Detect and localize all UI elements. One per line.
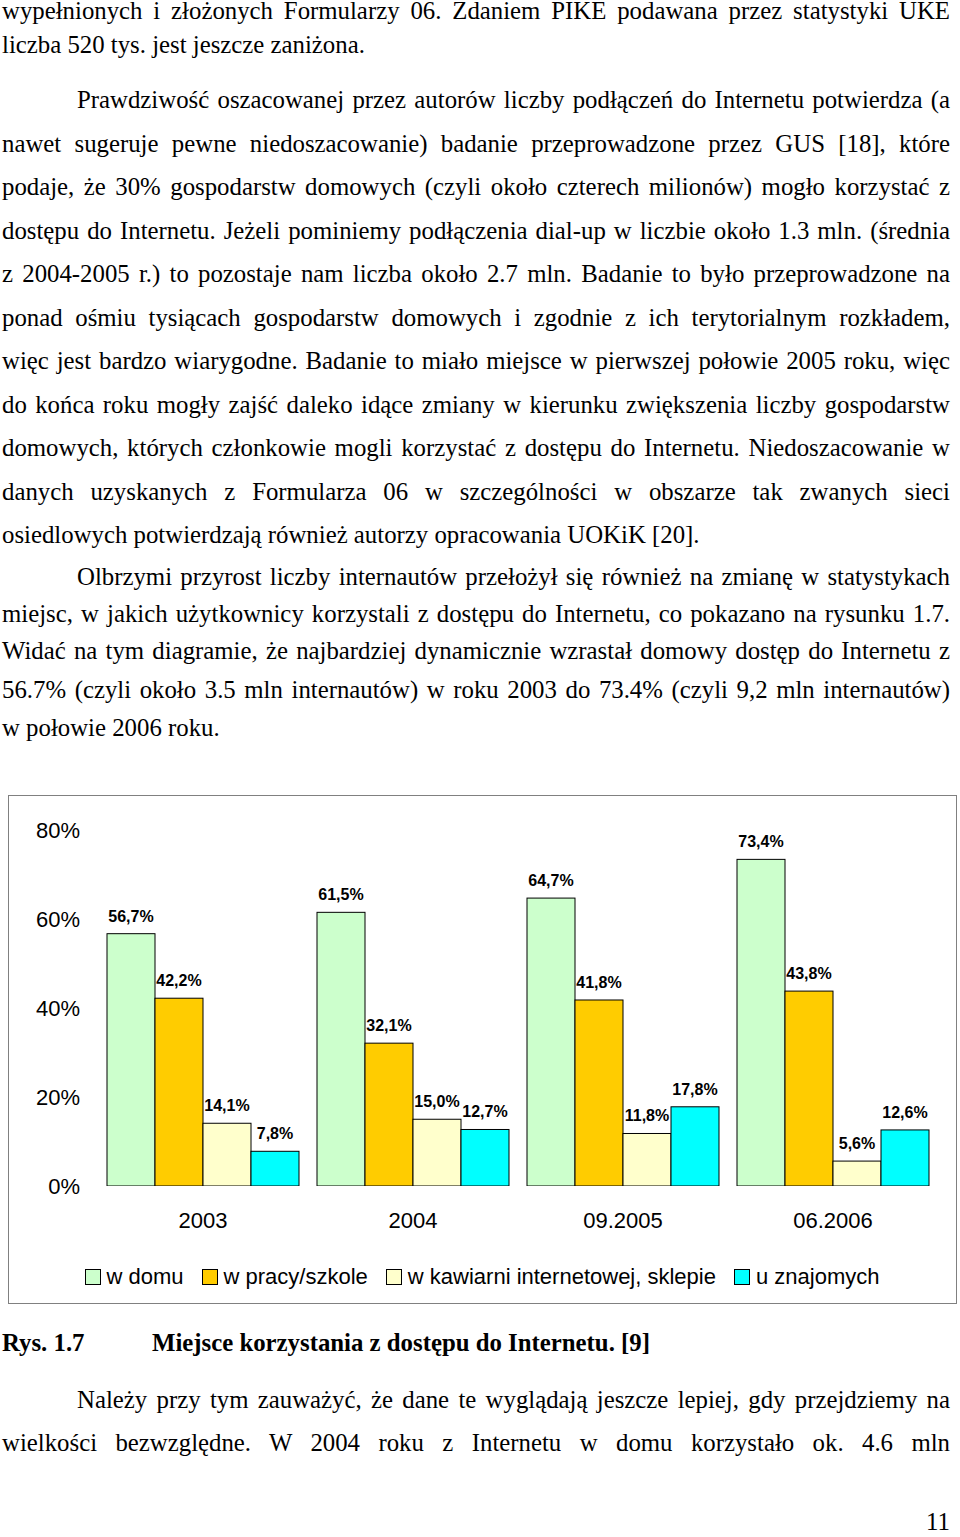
bar <box>365 1043 413 1186</box>
y-tick-label: 20% <box>36 1085 80 1110</box>
legend-swatch <box>386 1269 402 1285</box>
bar <box>737 859 785 1186</box>
legend-label: w pracy/szkole <box>224 1264 368 1290</box>
bar <box>155 998 203 1186</box>
bar <box>881 1130 929 1186</box>
data-label: 32,1% <box>366 1017 411 1034</box>
data-label: 64,7% <box>528 872 573 889</box>
x-tick-label: 09.2005 <box>583 1208 663 1233</box>
bar <box>785 991 833 1186</box>
legend: w domu w pracy/szkole w kawiarni interneto… <box>8 1265 956 1289</box>
x-tick-label: 06.2006 <box>793 1208 873 1233</box>
bar <box>833 1161 881 1186</box>
text-line: 56.7% (czyli około 3.5 mln internautów) … <box>2 675 950 705</box>
legend-item: w domu <box>85 1264 184 1290</box>
legend-swatch <box>734 1269 750 1285</box>
legend-swatch <box>202 1269 218 1285</box>
bar <box>527 898 575 1186</box>
legend-item: u znajomych <box>734 1264 880 1290</box>
x-tick-label: 2003 <box>179 1208 228 1233</box>
data-label: 7,8% <box>257 1125 293 1142</box>
data-label: 73,4% <box>738 833 783 850</box>
bar <box>251 1151 299 1186</box>
bars <box>107 859 929 1186</box>
bar <box>461 1129 509 1186</box>
caption-label: Rys. 1.7 <box>2 1328 142 1358</box>
data-label: 42,2% <box>156 972 201 989</box>
legend-swatch <box>85 1269 101 1285</box>
text-line: Olbrzymi przyrost liczby internautów prz… <box>77 562 950 592</box>
text-line: dostępu do Internetu. Jeżeli pominiemy p… <box>2 216 950 246</box>
legend-label: u znajomych <box>756 1264 880 1290</box>
legend-item: w kawiarni internetowej, sklepie <box>386 1264 716 1290</box>
data-label: 14,1% <box>204 1097 249 1114</box>
legend-item: w pracy/szkole <box>202 1264 368 1290</box>
bar <box>203 1123 251 1186</box>
data-label: 15,0% <box>414 1093 459 1110</box>
data-label: 11,8% <box>625 1107 669 1124</box>
bar <box>317 912 365 1186</box>
data-label: 41,8% <box>576 974 621 991</box>
bar <box>575 1000 623 1186</box>
x-tick-label: 2004 <box>389 1208 438 1233</box>
data-label: 12,7% <box>462 1103 507 1120</box>
legend-label: w domu <box>107 1264 184 1290</box>
bar <box>623 1133 671 1186</box>
data-label: 12,6% <box>882 1104 927 1121</box>
page-number: 11 <box>850 1507 950 1537</box>
text-line: Należy przy tym zauważyć, że dane te wyg… <box>77 1385 950 1415</box>
text-line: Widać na tym diagramie, że najbardziej d… <box>2 636 950 666</box>
text-line: do końca roku mogły zajść daleko idące z… <box>2 390 950 420</box>
text-line: ponad ośmiu tysiącach gospodarstw domowy… <box>2 303 950 333</box>
text-line: danych uzyskanych z Formularza 06 w szcz… <box>2 477 950 507</box>
text-line: wielkości bezwzględne. W 2004 roku z Int… <box>2 1428 950 1458</box>
chart-frame <box>9 796 957 1304</box>
data-label: 56,7% <box>108 908 153 925</box>
text-line: liczba 520 tys. jest jeszcze zaniżona. <box>2 30 950 60</box>
legend-label: w kawiarni internetowej, sklepie <box>408 1264 716 1290</box>
y-tick-label: 0% <box>48 1174 80 1199</box>
text-line: w połowie 2006 roku. <box>2 713 950 743</box>
bar <box>413 1119 461 1186</box>
text-line: wypełnionych i złożonych Formularzy 06. … <box>2 0 950 26</box>
text-line: osiedlowych potwierdzają również autorzy… <box>2 520 950 550</box>
data-label: 43,8% <box>786 965 831 982</box>
caption-text: Miejsce korzystania z dostępu do Interne… <box>152 1328 932 1358</box>
text-line: z 2004-2005 r.) to pozostaje nam liczba … <box>2 259 950 289</box>
text-line: miejsc, w jakich użytkownicy korzystali … <box>2 599 950 629</box>
data-label: 5,6% <box>839 1135 875 1152</box>
y-tick-label: 40% <box>36 996 80 1021</box>
data-label: 17,8% <box>672 1081 717 1098</box>
text-line: Prawdziwość oszacowanej przez autorów li… <box>77 85 950 115</box>
data-label: 61,5% <box>318 886 363 903</box>
y-tick-label: 60% <box>36 907 80 932</box>
bar <box>671 1107 719 1186</box>
text-line: nawet sugeruje pewne niedoszacowanie) ba… <box>2 129 950 159</box>
y-tick-label: 80% <box>36 818 80 843</box>
bar <box>107 934 155 1186</box>
text-line: podaje, że 30% gospodarstw domowych (czy… <box>2 172 950 202</box>
text-line: więc jest bardzo wiarygodne. Badanie to … <box>2 346 950 376</box>
text-line: domowych, których członkowie mogli korzy… <box>2 433 950 463</box>
chart: 0% 20% 40% 60% 80% 56,7% 61,5% 64,7% 73,4% 42,2% 3… <box>0 0 960 1537</box>
